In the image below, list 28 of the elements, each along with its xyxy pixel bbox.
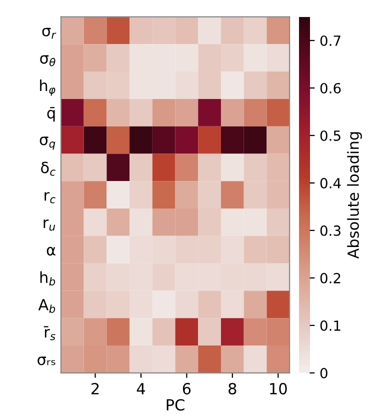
y-tick-label: σ$_{θ}$ bbox=[40, 55, 56, 66]
y-tick-label: δ$_{c}$ bbox=[41, 162, 56, 176]
color-bar-label: 0.5 bbox=[320, 130, 340, 141]
y-tick-label: σ$_{q}$ bbox=[40, 136, 56, 150]
x-tick-label: 2 bbox=[92, 382, 99, 394]
color-bar-title: Absolute loading bbox=[347, 132, 362, 259]
y-tick-label: σ$_{r}$ bbox=[42, 28, 56, 39]
y-tick-label: r$_{c}$ bbox=[44, 192, 56, 204]
color-bar-label: 0.7 bbox=[320, 35, 340, 46]
y-tick-label: r̄$_{s}$ bbox=[44, 326, 56, 340]
x-tick-label: 4 bbox=[136, 383, 145, 394]
x-axis-title: PC bbox=[166, 399, 184, 411]
y-tick-label: q̄ bbox=[47, 107, 55, 122]
y-tick-label: h$_{φ}$ bbox=[40, 79, 56, 96]
y-tick-label: A$_{b}$ bbox=[38, 299, 56, 313]
color-bar-label: 0 bbox=[320, 368, 328, 378]
y-tick-label: σᵣₛ bbox=[38, 356, 56, 366]
color-bar-label: 0.1 bbox=[320, 320, 340, 331]
x-tick-label: 6 bbox=[182, 382, 191, 394]
color-bar-label: 0.4 bbox=[320, 178, 341, 188]
color-bar-label: 0.2 bbox=[320, 272, 340, 284]
color-bar-label: 0.3 bbox=[320, 225, 340, 236]
y-tick-label: r$_{u}$ bbox=[44, 219, 56, 231]
y-tick-label: h$_{b}$ bbox=[40, 271, 56, 286]
x-tick-label: 10 bbox=[270, 382, 287, 394]
y-tick-label: α bbox=[46, 246, 56, 256]
color-bar-label: 0.6 bbox=[320, 82, 341, 94]
x-tick-label: 8 bbox=[228, 382, 236, 394]
